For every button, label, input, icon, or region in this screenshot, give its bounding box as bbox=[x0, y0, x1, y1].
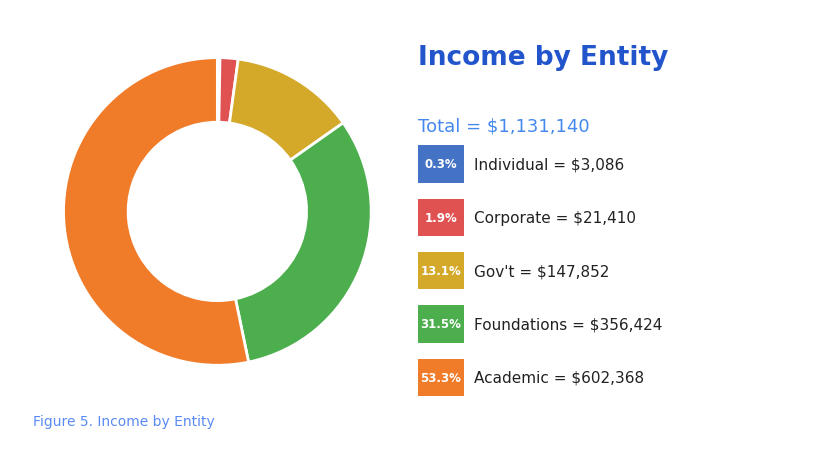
Wedge shape bbox=[236, 124, 371, 362]
Wedge shape bbox=[229, 60, 343, 161]
Text: Foundations = $356,424: Foundations = $356,424 bbox=[474, 317, 662, 332]
Text: 1.9%: 1.9% bbox=[425, 212, 457, 224]
Wedge shape bbox=[217, 59, 220, 123]
Wedge shape bbox=[64, 59, 248, 365]
Text: Gov't = $147,852: Gov't = $147,852 bbox=[474, 263, 609, 279]
Text: 31.5%: 31.5% bbox=[421, 318, 461, 331]
Text: Individual = $3,086: Individual = $3,086 bbox=[474, 157, 624, 172]
Wedge shape bbox=[219, 59, 238, 124]
Text: Academic = $602,368: Academic = $602,368 bbox=[474, 370, 644, 385]
Text: 0.3%: 0.3% bbox=[425, 158, 457, 171]
Text: Income by Entity: Income by Entity bbox=[418, 45, 668, 71]
Text: Total = $1,131,140: Total = $1,131,140 bbox=[418, 117, 589, 135]
Text: 13.1%: 13.1% bbox=[421, 265, 461, 277]
Text: Corporate = $21,410: Corporate = $21,410 bbox=[474, 210, 636, 226]
Text: Figure 5. Income by Entity: Figure 5. Income by Entity bbox=[33, 414, 215, 428]
Text: 53.3%: 53.3% bbox=[421, 371, 461, 384]
